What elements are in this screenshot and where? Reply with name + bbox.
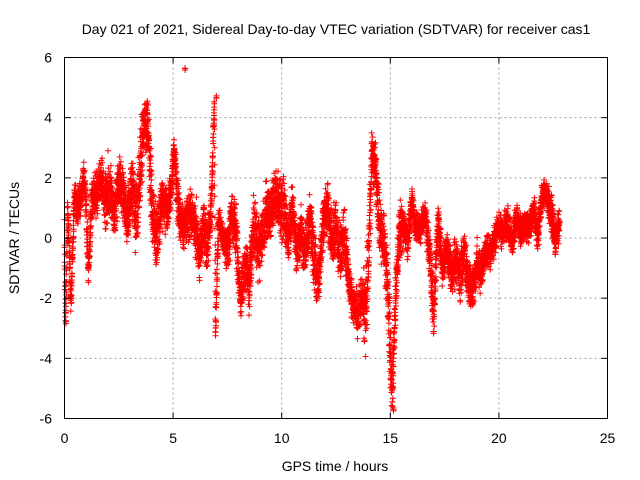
data-point xyxy=(85,277,92,284)
data-point xyxy=(107,168,114,175)
data-point xyxy=(68,300,75,307)
data-point xyxy=(104,220,111,227)
data-point xyxy=(84,219,91,225)
data-point xyxy=(82,184,89,191)
data-point xyxy=(139,167,146,174)
data-point xyxy=(102,170,109,177)
data-point xyxy=(76,213,83,220)
data-point xyxy=(99,159,106,166)
data-point xyxy=(129,160,136,167)
data-point xyxy=(93,215,99,222)
data-point xyxy=(112,214,119,221)
data-point xyxy=(93,202,100,209)
data-point xyxy=(70,228,77,235)
data-point xyxy=(87,229,94,236)
data-point xyxy=(143,125,150,132)
data-point xyxy=(65,229,72,236)
data-point xyxy=(81,167,88,174)
data-point xyxy=(121,180,128,187)
data-point xyxy=(137,180,144,186)
data-point xyxy=(114,214,120,220)
data-point xyxy=(135,229,141,236)
data-point xyxy=(107,162,114,169)
data-point xyxy=(64,203,71,210)
data-point xyxy=(70,238,77,245)
data-point xyxy=(69,247,76,254)
data-point xyxy=(138,178,145,185)
data-point xyxy=(68,273,75,280)
chart-title: Day 021 of 2021, Sidereal Day-to-day VTE… xyxy=(82,21,591,37)
data-point xyxy=(67,264,74,271)
data-point xyxy=(125,230,132,237)
data-point xyxy=(127,220,134,227)
data-point xyxy=(62,309,69,316)
data-point xyxy=(119,169,126,176)
data-point xyxy=(125,224,132,231)
data-point xyxy=(77,212,84,219)
data-point xyxy=(72,182,79,189)
data-point xyxy=(67,308,74,315)
data-point xyxy=(113,207,120,214)
data-point xyxy=(66,225,73,231)
data-point xyxy=(68,292,75,299)
data-point xyxy=(117,158,124,165)
data-point xyxy=(94,210,101,217)
data-point xyxy=(66,242,73,249)
data-point xyxy=(87,238,94,245)
data-point xyxy=(123,238,130,245)
data-point xyxy=(105,147,111,154)
data-points xyxy=(61,65,563,414)
data-point xyxy=(136,204,143,211)
data-point xyxy=(138,172,145,179)
data-point xyxy=(69,258,76,265)
data-point xyxy=(112,227,119,234)
data-point xyxy=(116,153,123,160)
data-point xyxy=(68,282,75,289)
data-point xyxy=(120,174,127,181)
data-point xyxy=(80,159,87,166)
data-point xyxy=(102,225,109,232)
data-point xyxy=(88,222,94,229)
data-point xyxy=(132,234,139,241)
data-point xyxy=(135,219,141,226)
data-point xyxy=(132,249,139,256)
data-point xyxy=(130,171,137,178)
data-point xyxy=(108,184,115,191)
data-point xyxy=(86,243,93,250)
data-point xyxy=(86,253,93,260)
data-point xyxy=(70,233,77,240)
data-point xyxy=(139,152,146,158)
data-point xyxy=(137,192,144,199)
data-point xyxy=(86,263,93,269)
data-point xyxy=(103,219,110,226)
data-point xyxy=(83,200,90,207)
